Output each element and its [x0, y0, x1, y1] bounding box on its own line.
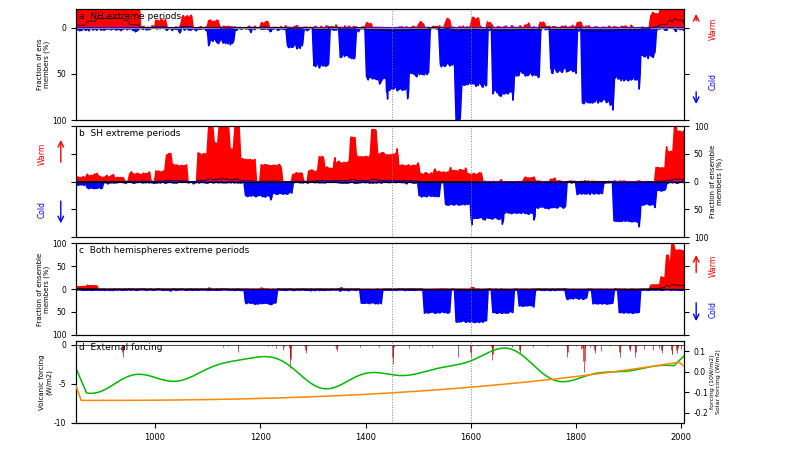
Y-axis label: forcing (10W/m2)
Solar forcing (W/m2): forcing (10W/m2) Solar forcing (W/m2)	[710, 350, 721, 414]
Text: Warm: Warm	[708, 255, 718, 277]
Text: Cold: Cold	[708, 301, 718, 318]
Text: Warm: Warm	[708, 18, 718, 40]
Y-axis label: Fraction of ensemble
members (%): Fraction of ensemble members (%)	[710, 145, 723, 218]
Text: d  External forcing: d External forcing	[79, 343, 162, 352]
Y-axis label: Fraction of ens
members (%): Fraction of ens members (%)	[37, 39, 50, 90]
Y-axis label: Volcanic forcing
(W/m2): Volcanic forcing (W/m2)	[39, 354, 53, 410]
Text: a  NH extreme periods: a NH extreme periods	[79, 12, 181, 21]
Text: Cold: Cold	[708, 73, 718, 90]
Text: Warm: Warm	[38, 143, 47, 165]
Text: c  Both hemispheres extreme periods: c Both hemispheres extreme periods	[79, 246, 250, 255]
Y-axis label: Fraction of ensemble
members (%): Fraction of ensemble members (%)	[37, 252, 50, 326]
Text: b  SH extreme periods: b SH extreme periods	[79, 130, 181, 139]
Text: Cold: Cold	[38, 201, 47, 218]
